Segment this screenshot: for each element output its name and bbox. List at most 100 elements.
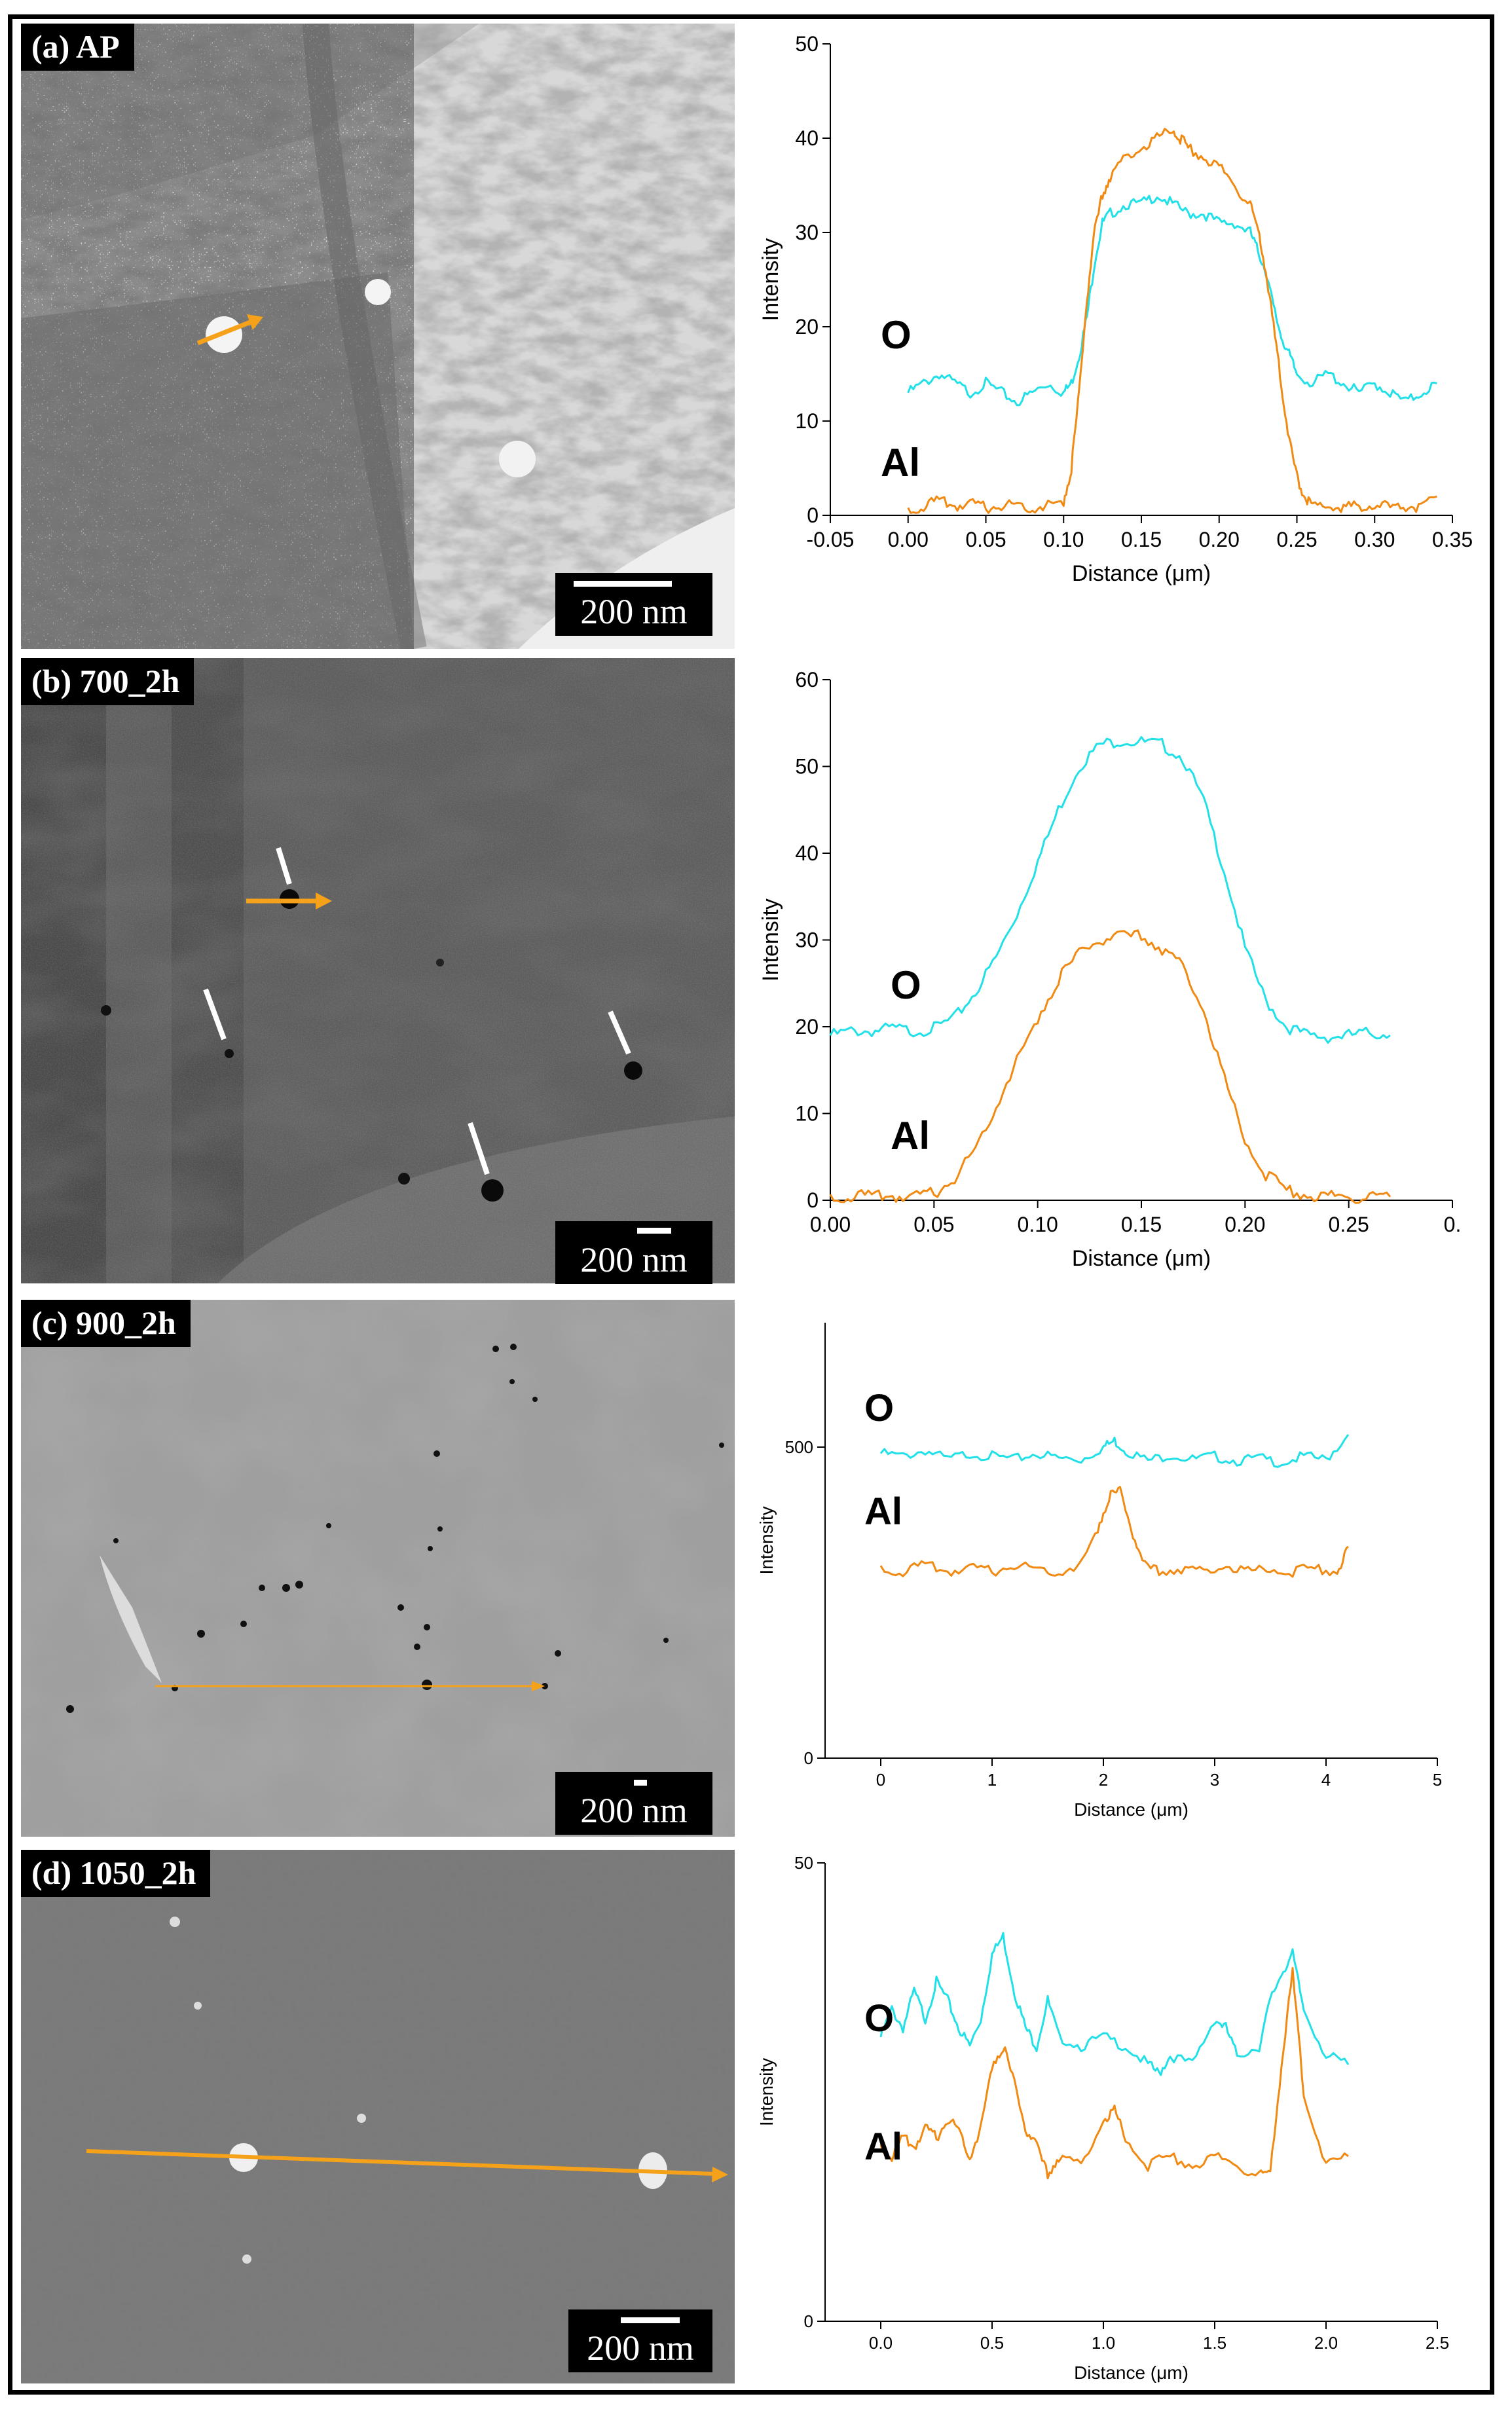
scale-bar-c: 200 nm: [555, 1772, 712, 1835]
y-axis-label: Intensity: [758, 238, 783, 322]
x-tick-label: 0.20: [1225, 1213, 1265, 1236]
x-tick-label: 0: [876, 1770, 885, 1790]
x-tick-label: 4: [1321, 1770, 1331, 1790]
y-tick-label: 0: [804, 2311, 813, 2331]
scale-bar-a-label: 200 nm: [580, 592, 688, 631]
scale-bar-b-label: 200 nm: [580, 1240, 688, 1279]
y-tick-label: 50: [795, 32, 819, 56]
micrograph-d: [21, 1850, 735, 2383]
x-tick-label: 0.35: [1432, 528, 1473, 551]
series-line-o: [879, 1434, 1350, 1468]
micrograph-c: [21, 1300, 735, 1837]
x-tick-label: 0.25: [1329, 1213, 1369, 1236]
y-tick-label: 30: [795, 929, 819, 952]
micrograph-b: [21, 658, 735, 1283]
series-label: O: [891, 963, 921, 1007]
scale-bar-d: 200 nm: [568, 2309, 712, 2372]
x-tick-label: 5: [1433, 1770, 1442, 1790]
series-line-al: [879, 1967, 1349, 2180]
series-line-o: [879, 1932, 1350, 2076]
x-tick-label: 0.05: [913, 1213, 954, 1236]
y-tick-label: 40: [795, 126, 819, 150]
series-label: Al: [891, 1114, 930, 1158]
x-axis-label: Distance (μm): [1072, 1246, 1211, 1271]
series-label: Al: [864, 1490, 902, 1533]
line-profile-chart-b: 0.00 0.05 0.10 0.15 0.20 0.25 0. 0 10 20 30 40 50 60 D…: [758, 668, 1461, 1271]
x-tick-label: -0.05: [807, 528, 855, 551]
y-tick-label: 50: [795, 755, 819, 779]
x-tick-label: 0.: [1444, 1213, 1462, 1236]
y-tick-label: 40: [795, 841, 819, 865]
line-profile-chart-a: -0.05 0.00 0.05 0.10 0.15 0.20 0.25 0.30 0.35 0 10…: [758, 32, 1473, 586]
scale-bar-b: 200 nm: [555, 1221, 712, 1284]
x-tick-label: 0.0: [869, 2333, 893, 2353]
series-line-o: [907, 194, 1437, 407]
x-tick-label: 0.00: [888, 528, 929, 551]
linescan-arrow-a: [196, 320, 251, 346]
y-tick-label: 10: [795, 409, 819, 433]
panel-label-c: (c) 900_2h: [21, 1300, 191, 1347]
y-tick-label: 0: [807, 504, 819, 527]
x-tick-label: 0.15: [1121, 528, 1162, 551]
micrograph-d-image: [21, 1850, 735, 2383]
x-tick-label: 0.10: [1018, 1213, 1058, 1236]
plot-area: 0.0 0.5 1.0 1.5 2.0 2.5 0 50 Distance (μm) Intens…: [756, 1853, 1449, 2383]
line-profile-chart-c: 0 1 2 3 4 5 0 500 Distance (μm) Intensity O Al: [756, 1323, 1442, 1820]
x-tick-label: 0.5: [980, 2333, 1004, 2353]
y-tick-label: 20: [795, 315, 819, 339]
x-tick-label: 0.00: [810, 1213, 851, 1236]
x-tick-label: 0.20: [1199, 528, 1240, 551]
y-tick-label: 10: [795, 1102, 819, 1126]
scale-bar-d-label: 200 nm: [587, 2328, 694, 2368]
linescan-arrow-d: [86, 2149, 716, 2176]
series-line-al: [907, 128, 1437, 514]
plot-area: -0.05 0.00 0.05 0.10 0.15 0.20 0.25 0.30 0.35 0 10…: [758, 32, 1473, 586]
y-tick-label: 20: [795, 1015, 819, 1039]
x-tick-label: 2: [1099, 1770, 1108, 1790]
micrograph-b-image: [21, 658, 735, 1283]
panel-label-d: (d) 1050_2h: [21, 1850, 211, 1897]
x-axis-label: Distance (μm): [1074, 1799, 1189, 1820]
series-label: O: [881, 313, 912, 357]
y-tick-label: 0: [804, 1748, 813, 1768]
micrograph-a-image: [21, 24, 735, 649]
x-tick-label: 0.25: [1276, 528, 1317, 551]
y-tick-label: 50: [794, 1853, 813, 1873]
y-tick-label: 30: [795, 221, 819, 244]
micrograph-a: [21, 24, 735, 649]
series-line-al: [879, 1486, 1349, 1578]
figure-frame: [8, 14, 1494, 2395]
plot-area: 0.00 0.05 0.10 0.15 0.20 0.25 0. 0 10 20 30 40 50 60 D…: [758, 668, 1461, 1271]
x-tick-label: 0.05: [965, 528, 1006, 551]
y-tick-label: 500: [785, 1437, 813, 1457]
x-tick-label: 0.30: [1354, 528, 1395, 551]
x-tick-label: 2.0: [1314, 2333, 1338, 2353]
line-profile-chart-d: 0.0 0.5 1.0 1.5 2.0 2.5 0 50 Distance (μm) Intens…: [756, 1853, 1449, 2383]
series-label: O: [864, 1387, 894, 1429]
x-tick-label: 3: [1210, 1770, 1219, 1790]
y-tick-label: 0: [807, 1188, 819, 1212]
series-line-o: [829, 736, 1391, 1044]
series-label: O: [864, 1997, 894, 2040]
panel-label-a: (a) AP: [21, 24, 134, 71]
scale-bar-a: 200 nm: [555, 573, 712, 636]
y-axis-label: Intensity: [756, 2058, 777, 2126]
y-tick-label: 60: [795, 668, 819, 691]
x-tick-label: 0.10: [1043, 528, 1084, 551]
x-tick-label: 1.5: [1203, 2333, 1226, 2353]
series-line-al: [829, 929, 1392, 1204]
y-axis-label: Intensity: [758, 898, 783, 982]
x-axis-label: Distance (μm): [1074, 2363, 1189, 2383]
x-tick-label: 1: [987, 1770, 997, 1790]
series-label: Al: [864, 2125, 902, 2168]
panel-label-b: (b) 700_2h: [21, 658, 194, 705]
plot-area: 0 1 2 3 4 5 0 500 Distance (μm) Intensity O Al: [756, 1323, 1442, 1820]
micrograph-c-image: [21, 1300, 735, 1837]
x-axis-label: Distance (μm): [1072, 561, 1211, 586]
series-label: Al: [881, 441, 920, 485]
scale-bar-c-label: 200 nm: [580, 1791, 688, 1830]
x-tick-label: 0.15: [1121, 1213, 1162, 1236]
x-tick-label: 1.0: [1092, 2333, 1115, 2353]
x-tick-label: 2.5: [1426, 2333, 1449, 2353]
y-axis-label: Intensity: [756, 1506, 777, 1574]
